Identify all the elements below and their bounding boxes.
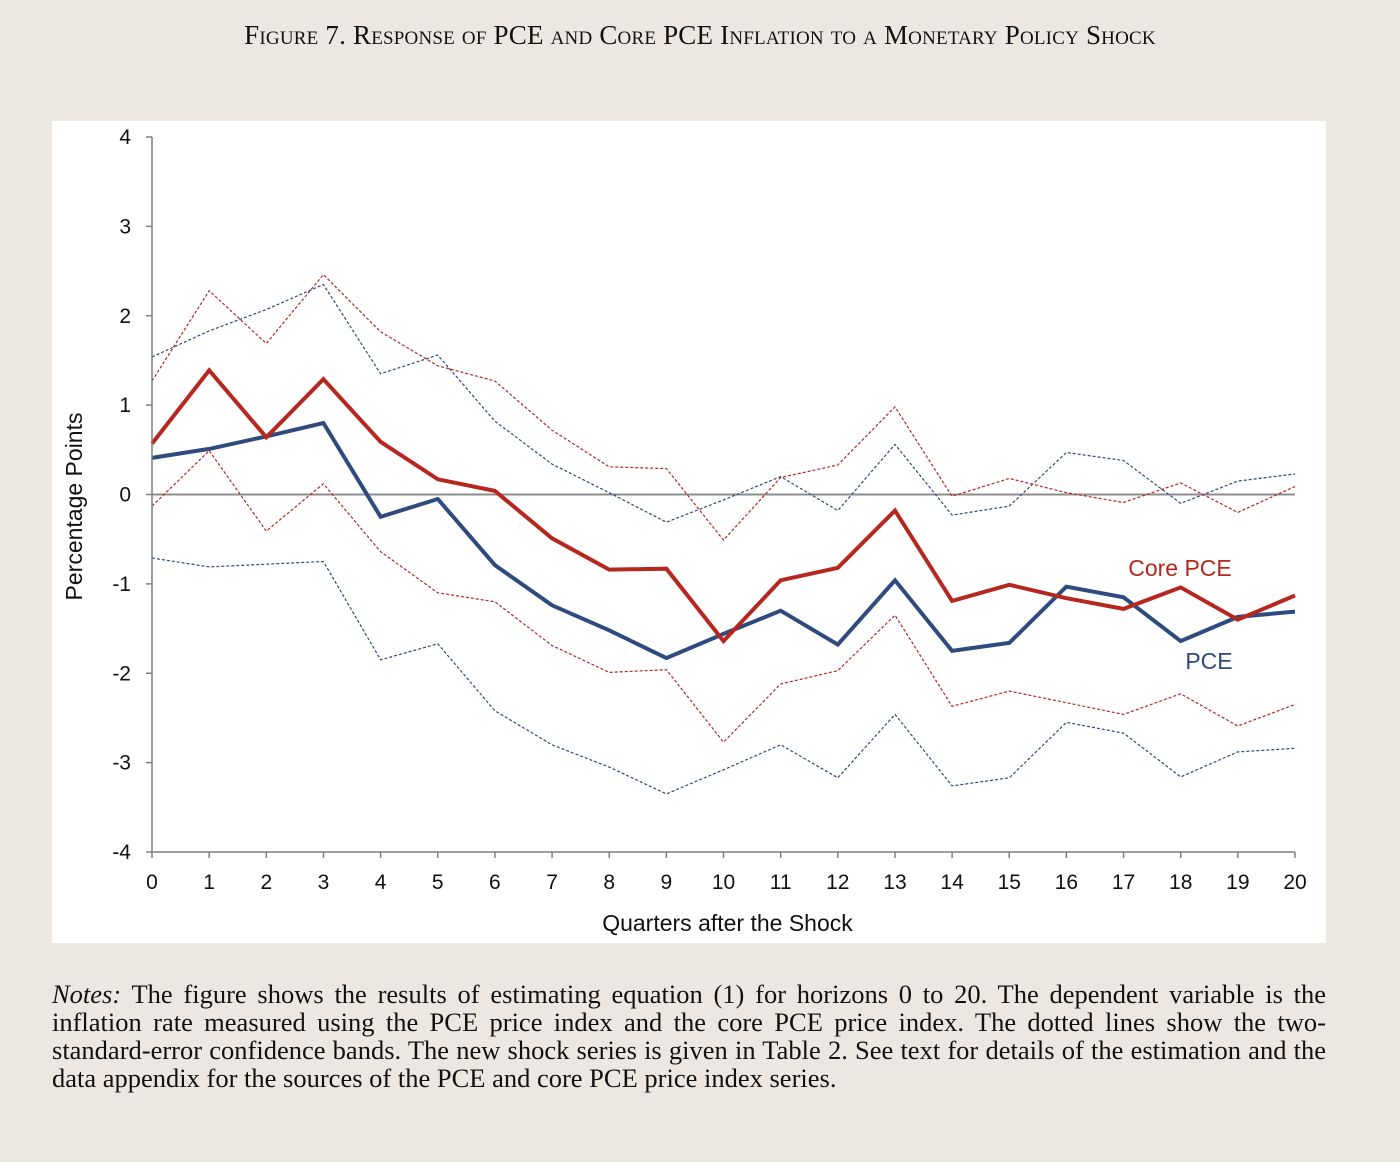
y-tick-label: -2: [112, 662, 131, 685]
x-tick-label: 10: [712, 871, 735, 894]
x-tick-label: 7: [546, 871, 558, 894]
pce-upper-band: [151, 283, 1296, 523]
x-axis-title: Quarters after the Shock: [602, 910, 853, 936]
y-tick-label: -3: [112, 752, 131, 775]
x-tick-label: 1: [203, 871, 215, 894]
x-tick-label: 11: [770, 871, 792, 894]
y-tick-label: -4: [112, 841, 131, 864]
y-tick-label: 3: [119, 215, 131, 238]
x-tick-label: 13: [883, 871, 906, 894]
y-tick-label: 1: [119, 394, 131, 417]
y-tick-label: 4: [119, 126, 131, 149]
x-tick-label: 16: [1055, 871, 1078, 894]
pce-series-label: PCE: [1185, 648, 1232, 674]
x-tick-label: 19: [1226, 871, 1249, 894]
x-tick-label: 12: [826, 871, 849, 894]
pce-lower-band: [151, 557, 1296, 795]
y-axis-title: Percentage Points: [61, 413, 87, 601]
axes-layer: [146, 136, 1296, 858]
x-tick-label: 6: [489, 871, 501, 894]
x-tick-label: 9: [661, 871, 673, 894]
y-tick-label: -1: [112, 573, 131, 596]
notes-label: Notes:: [52, 979, 122, 1009]
x-tick-label: 8: [603, 871, 615, 894]
pce-line: [151, 420, 1296, 661]
y-tick-label: 0: [119, 484, 131, 507]
x-tick-label: 15: [998, 871, 1021, 894]
notes-text: The figure shows the results of estimati…: [52, 979, 1326, 1093]
series-lines-layer: [150, 367, 1296, 661]
chart-panel: 4 3 2 1 0 -1 -2 -3 -4 0 1 2 3 4 5 6 7 8 9 10 11 12 13 14 15 16 17 1…: [52, 121, 1326, 943]
figure-title: Figure 7. Response of PCE and Core PCE I…: [244, 20, 1156, 50]
x-tick-label: 0: [146, 871, 158, 894]
y-tick-label: 2: [119, 305, 131, 328]
x-tick-label: 3: [318, 871, 330, 894]
core-pce-line: [150, 367, 1296, 645]
confidence-bands-layer: [151, 273, 1296, 795]
x-tick-label: 18: [1169, 871, 1192, 894]
figure-notes: Notes: The figure shows the results of e…: [52, 980, 1326, 1092]
core-pce-series-label: Core PCE: [1128, 555, 1232, 581]
x-tick-label: 2: [260, 871, 272, 894]
x-tick-label: 4: [375, 871, 387, 894]
x-tick-label: 14: [940, 871, 964, 894]
core-pce-upper-band: [151, 273, 1296, 542]
x-tick-label: 5: [432, 871, 444, 894]
core-pce-lower-band: [151, 449, 1296, 744]
x-tick-label: 20: [1283, 871, 1306, 894]
x-tick-label: 17: [1112, 871, 1135, 894]
